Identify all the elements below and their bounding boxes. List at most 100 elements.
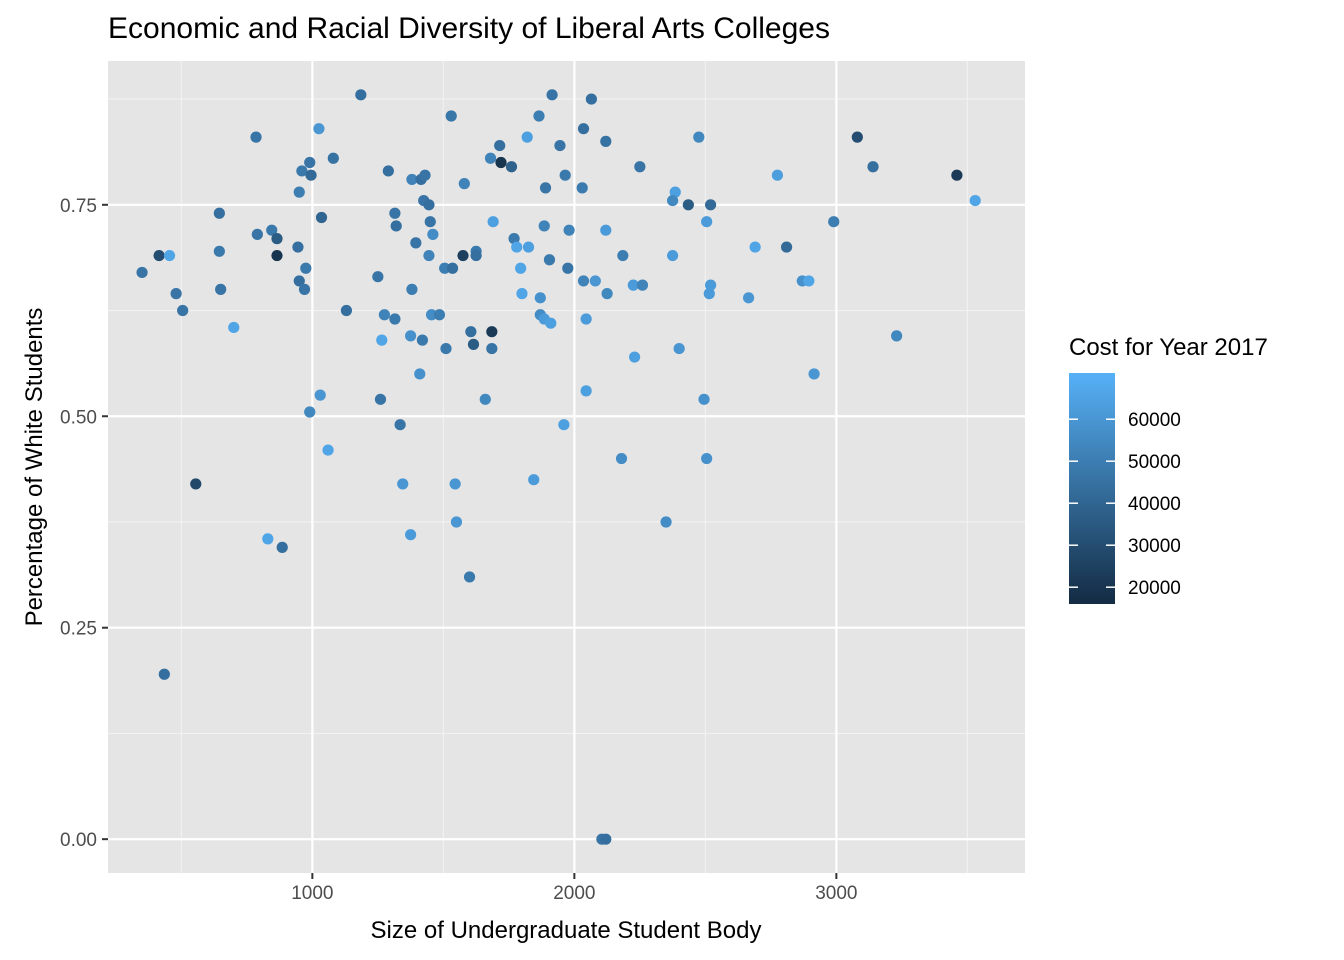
data-point [891,330,903,342]
data-point [516,288,528,300]
data-point [374,393,387,405]
legend-title: Cost for Year 2017 [1069,334,1268,361]
data-point [378,309,391,321]
data-point [300,262,312,274]
data-point [742,292,755,304]
data-point [390,220,402,232]
data-point [969,194,981,207]
data-point [314,389,326,401]
data-point [693,131,705,143]
data-point [304,156,316,169]
data-point [682,199,694,211]
data-point [486,342,498,355]
data-point [355,89,367,101]
y-axis: 0.00 0.25 0.50 0.75 [60,196,108,851]
data-point [511,241,523,253]
x-axis-title: Size of Undergraduate Student Body [371,917,762,944]
legend-label: 20000 [1128,578,1181,599]
data-point [170,288,182,300]
data-point [486,326,498,338]
data-point [563,224,575,236]
data-point [450,516,463,528]
data-point [669,186,681,198]
data-point [414,368,426,380]
data-point [545,317,557,329]
data-point [534,292,546,304]
data-point [215,283,227,295]
data-point [479,393,491,405]
chart-title: Economic and Racial Diversity of Liberal… [108,12,830,45]
y-tick-label: 0.50 [60,407,97,428]
data-point [296,165,308,177]
data-point [601,288,613,300]
data-point [539,182,552,194]
data-point [495,156,507,169]
x-tick-label: 1000 [291,883,333,904]
legend-label: 60000 [1128,410,1181,431]
data-point [423,199,435,211]
data-point [615,452,628,465]
data-point [439,262,451,274]
data-point [410,237,422,249]
data-point [505,161,518,173]
plot-panel [108,61,1025,873]
data-point [705,199,717,211]
data-point [803,275,815,287]
data-point [562,262,574,274]
data-point [446,262,459,274]
data-point [580,385,592,397]
data-point [389,313,401,325]
data-point [340,304,353,317]
y-tick-label: 0.25 [60,619,97,640]
data-point [424,216,436,228]
data-point [636,279,649,291]
data-point [576,182,588,194]
data-point [292,241,304,253]
data-point [851,131,863,143]
data-point [538,220,550,232]
data-point [589,275,601,287]
data-point [372,271,384,283]
data-point [190,478,202,490]
minor-gridlines [108,61,1025,873]
data-point [808,368,820,380]
y-tick-label: 0.00 [60,830,97,851]
data-point [577,275,590,287]
x-tick-label: 3000 [815,883,857,904]
data-point [558,419,570,431]
data-point [262,533,274,545]
data-point [465,326,477,338]
data-point [543,254,556,266]
data-point [394,419,406,431]
data-point [322,444,334,456]
data-point [445,110,457,122]
data-point [951,169,963,181]
legend-label: 50000 [1128,452,1181,473]
data-point [153,249,165,262]
data-point [298,283,311,295]
data-point [250,131,262,143]
data-point [427,228,439,240]
data-point [405,330,417,342]
data-point [673,342,685,355]
data-points [136,89,981,845]
data-point [271,233,283,245]
data-point [749,241,761,253]
data-point [276,541,288,553]
data-point [585,93,597,105]
data-point [382,165,394,177]
legend-ticks: 20000 30000 40000 50000 60000 [1069,410,1181,599]
legend-colorbar [1069,373,1115,604]
data-point [376,334,388,346]
data-point [463,571,476,583]
data-point [457,249,469,262]
legend-label: 30000 [1128,536,1181,557]
data-point [577,123,590,135]
data-point [487,216,499,228]
data-point [397,478,409,490]
data-point [315,211,328,224]
x-axis: 1000 2000 3000 [291,873,858,904]
data-point [449,478,461,490]
data-point [508,233,520,245]
